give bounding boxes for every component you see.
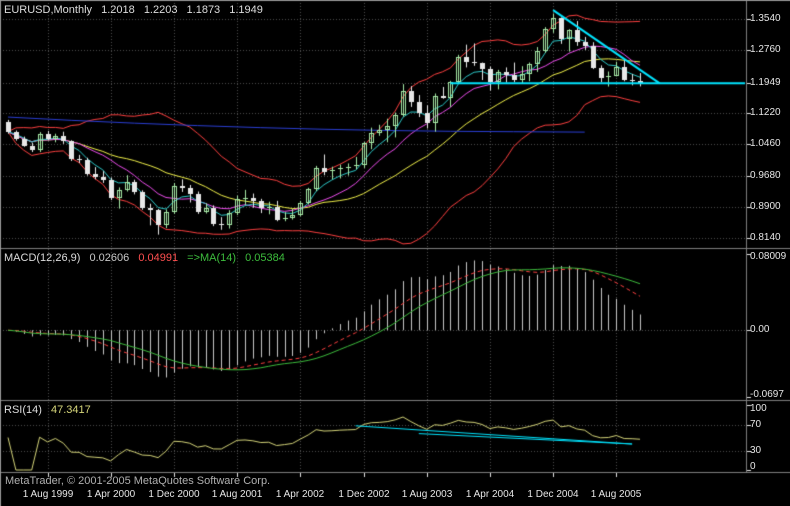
price-axis-label: 1.0460 [750, 138, 781, 149]
macd-ma-value: 0.05384 [245, 252, 285, 264]
macd-name: MACD(12,26,9) [4, 252, 81, 264]
time-axis-label: 1 Aug 2003 [401, 489, 453, 500]
rsi-axis-label: 30 [750, 445, 762, 456]
macd-signal-value: 0.04991 [138, 252, 179, 264]
rsi-axis-label: 0 [750, 461, 756, 472]
macd-axis-label: 0.00 [750, 324, 770, 335]
time-axis-label: 1 Dec 2000 [148, 489, 200, 500]
time-axis-label: 1 Dec 2002 [338, 489, 390, 500]
open-value: 1.2018 [101, 4, 135, 16]
high-value: 1.2203 [143, 4, 178, 16]
symbol-period-label: EURUSD,Monthly [4, 4, 93, 16]
time-axis-label: 1 Aug 1999 [22, 489, 74, 500]
low-value: 1.1873 [186, 4, 221, 16]
copyright-watermark: MetaTrader, © 2001-2005 MetaQuotes Softw… [5, 475, 271, 487]
time-axis-label: 1 Aug 2001 [211, 489, 263, 500]
time-axis-label: 1 Dec 2004 [527, 489, 579, 500]
macd-axis-label: -0.0697 [750, 389, 784, 400]
time-axis-label: 1 Apr 2000 [86, 489, 136, 500]
macd-main-value: 0.02606 [89, 252, 130, 264]
time-axis-label: 1 Apr 2004 [465, 489, 515, 500]
macd-indicator-label: MACD(12,26,9) 0.02606 0.04991 =>MA(14) 0… [4, 252, 291, 264]
price-axis-label: 0.9680 [750, 170, 781, 181]
time-axis-label: 1 Apr 2002 [275, 489, 325, 500]
chart-title: EURUSD,Monthly 1.2018 1.2203 1.1873 1.19… [4, 4, 269, 16]
macd-ma-name: =>MA(14) [187, 252, 237, 264]
price-axis-label: 1.2760 [750, 44, 781, 55]
rsi-value: 47.3417 [50, 404, 91, 416]
price-axis-label: 1.1220 [750, 107, 781, 118]
rsi-axis-label: 100 [750, 403, 767, 414]
price-axis-label: 1.3540 [750, 13, 781, 24]
macd-axis-label: 0.08009 [750, 251, 787, 262]
rsi-axis-label: 70 [750, 419, 762, 430]
price-axis-label: 1.1949 [750, 77, 781, 88]
rsi-indicator-label: RSI(14) 47.3417 [4, 404, 97, 416]
close-value: 1.1949 [229, 4, 263, 16]
time-axis-label: 1 Aug 2005 [590, 489, 642, 500]
price-axis-label: 0.8900 [750, 201, 781, 212]
rsi-name: RSI(14) [4, 404, 42, 416]
price-axis-label: 0.8140 [750, 232, 781, 243]
